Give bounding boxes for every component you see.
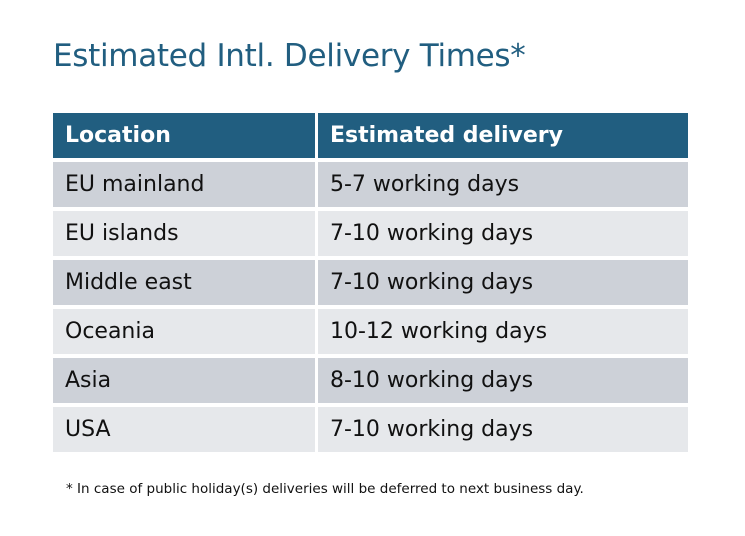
delivery-cell: 10-12 working days [318, 309, 688, 354]
table-row: USA 7-10 working days [53, 407, 688, 452]
table-header-row: Location Estimated delivery [53, 113, 688, 158]
delivery-times-table: Location Estimated delivery EU mainland 5… [50, 109, 691, 456]
table-row: EU islands 7-10 working days [53, 211, 688, 256]
location-cell: Asia [53, 358, 315, 403]
location-cell: Middle east [53, 260, 315, 305]
delivery-cell: 7-10 working days [318, 260, 688, 305]
table-row: Asia 8-10 working days [53, 358, 688, 403]
column-header-estimated-delivery: Estimated delivery [318, 113, 688, 158]
table-row: Middle east 7-10 working days [53, 260, 688, 305]
delivery-cell: 7-10 working days [318, 407, 688, 452]
column-header-location: Location [53, 113, 315, 158]
table-row: Oceania 10-12 working days [53, 309, 688, 354]
location-cell: USA [53, 407, 315, 452]
location-cell: EU mainland [53, 162, 315, 207]
delivery-cell: 7-10 working days [318, 211, 688, 256]
location-cell: Oceania [53, 309, 315, 354]
location-cell: EU islands [53, 211, 315, 256]
delivery-cell: 8-10 working days [318, 358, 688, 403]
footnote: * In case of public holiday(s) deliverie… [66, 481, 584, 497]
page-title: Estimated Intl. Delivery Times* [53, 38, 526, 74]
table-row: EU mainland 5-7 working days [53, 162, 688, 207]
delivery-cell: 5-7 working days [318, 162, 688, 207]
